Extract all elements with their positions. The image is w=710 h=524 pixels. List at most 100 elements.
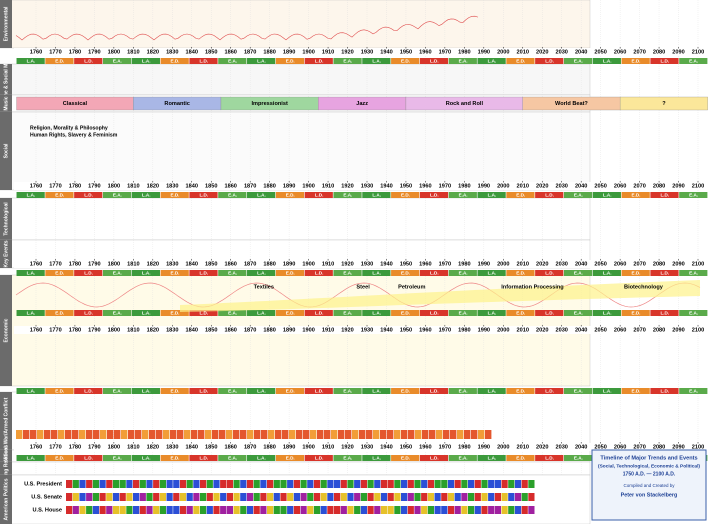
phase-block [74, 270, 103, 276]
conflict-cell [478, 430, 485, 439]
year-label: 2010 [517, 49, 529, 55]
party-cell [220, 493, 227, 501]
year-label: 2040 [575, 261, 587, 267]
subtitle: (Social, Technological, Economic & Polit… [598, 463, 700, 469]
econ-wave [15, 282, 701, 308]
section-strip [0, 240, 12, 268]
phase-block [16, 192, 45, 198]
party-cell [421, 480, 428, 488]
section-label: Recurring Relations [3, 445, 9, 493]
phase-label: L.D. [660, 388, 669, 393]
party-cell [514, 493, 522, 501]
party-cell [293, 506, 300, 514]
party-cell [106, 493, 113, 501]
party-cell [508, 493, 515, 501]
party-cell [374, 506, 381, 514]
phase-block [362, 310, 391, 316]
phase-block [650, 310, 679, 316]
phase-block [247, 388, 276, 394]
party-cell [508, 480, 515, 488]
phase-label: L.D. [315, 388, 324, 393]
party-cell [72, 493, 79, 501]
phase-label: L.A. [372, 310, 381, 315]
year-label: 1810 [127, 183, 139, 189]
phase-label: L.A. [257, 192, 266, 197]
party-cell [461, 506, 468, 514]
year-label: 1780 [69, 261, 81, 267]
party-cell [139, 480, 146, 488]
party-cell [360, 506, 367, 514]
title-box-frame [591, 449, 707, 521]
party-cell [340, 493, 347, 501]
year-label: 1860 [224, 444, 236, 450]
party-cell [287, 506, 294, 514]
party-cell [99, 506, 106, 514]
party-cell [79, 506, 86, 514]
phase-label: L.D. [315, 58, 324, 63]
phase-block [247, 455, 276, 461]
phase-block [419, 270, 449, 276]
year-label: 2000 [497, 444, 509, 450]
phase-label: L.D. [545, 58, 554, 63]
phase-label: E.D. [171, 192, 180, 197]
phase-block [419, 192, 449, 198]
year-label: 1820 [147, 49, 159, 55]
conflict-cell [261, 430, 268, 439]
year-label: 1970 [439, 183, 451, 189]
axis-band [14, 326, 708, 334]
phase-label: L.A. [488, 192, 497, 197]
phase-label: L.A. [488, 455, 497, 460]
phase-label: L.A. [488, 310, 497, 315]
phase-label: L.A. [142, 455, 151, 460]
conflict-cell [422, 430, 429, 439]
phase-label: L.D. [84, 310, 93, 315]
conflict-cell [373, 430, 380, 439]
year-label: 1890 [283, 261, 295, 267]
year-label: 1980 [458, 49, 470, 55]
year-label: 2050 [594, 183, 606, 189]
year-label: 2000 [497, 183, 509, 189]
conflict-cell [485, 430, 492, 439]
phase-label: L.A. [372, 455, 381, 460]
phase-label: L.A. [488, 270, 497, 275]
phase-label: L.A. [142, 58, 151, 63]
phase-block [362, 192, 391, 198]
year-label: 1830 [166, 444, 178, 450]
phase-label: E.D. [171, 270, 180, 275]
party-cell [367, 493, 374, 501]
conflict-cell [205, 430, 212, 439]
phase-block [362, 455, 391, 461]
year-label: 1940 [380, 49, 392, 55]
year-label: 1850 [205, 261, 217, 267]
year-label: 2020 [536, 261, 548, 267]
party-cell [334, 480, 341, 488]
year-label: 2100 [692, 49, 704, 55]
party-cell [246, 480, 254, 488]
phase-label: L.A. [257, 310, 266, 315]
party-cell [461, 493, 468, 501]
phase-label: E.D. [401, 455, 410, 460]
party-cell [461, 480, 468, 488]
phase-label: E.A. [574, 58, 583, 63]
year-label: 1920 [341, 49, 353, 55]
party-cell [347, 480, 354, 488]
party-cell [394, 480, 401, 488]
party-cell [267, 506, 274, 514]
party-cell [414, 506, 421, 514]
phase-block [275, 58, 305, 64]
party-cell [387, 493, 394, 501]
party-cell [153, 493, 160, 501]
phase-block [189, 388, 218, 394]
party-cell [200, 506, 207, 514]
phase-block [304, 455, 333, 461]
phase-block [102, 192, 132, 198]
party-cell [166, 506, 173, 514]
phase-block [131, 310, 160, 316]
year-label: 2010 [517, 183, 529, 189]
phase-block [563, 388, 593, 394]
party-cell [66, 480, 73, 488]
year-label: 1900 [302, 183, 314, 189]
year-label: 1880 [263, 183, 275, 189]
party-cell [313, 480, 321, 488]
conflict-cell [394, 430, 401, 439]
